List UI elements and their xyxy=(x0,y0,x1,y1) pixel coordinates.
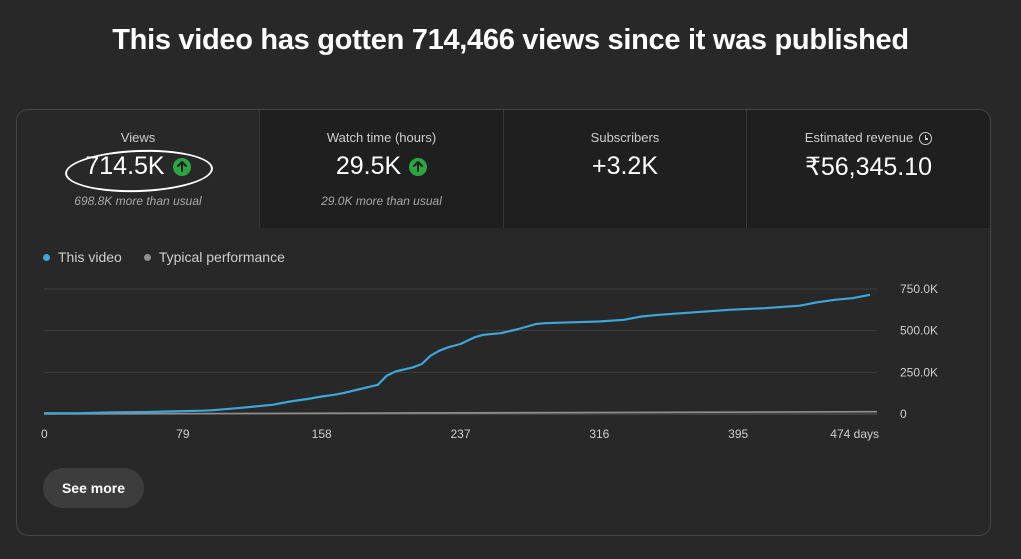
x-tick-label: 395 xyxy=(728,427,748,441)
legend-item-this-video: This video xyxy=(43,249,122,265)
views-line-chart: 0 250.0K 500.0K 750.0K 0 79 158 237 316 395 474 da… xyxy=(41,282,938,441)
page-headline: This video has gotten 714,466 views sinc… xyxy=(112,24,909,56)
metrics-row: Views 714.5K 698.8K more than usual Watc… xyxy=(17,110,990,228)
x-tick-label: 79 xyxy=(176,427,190,441)
metric-label-text: Estimated revenue xyxy=(804,130,914,145)
legend-dot xyxy=(43,253,50,261)
y-tick-label: 0 xyxy=(900,407,907,421)
metric-revenue-tab[interactable]: Estimated revenue ₹56,345.10 xyxy=(747,110,990,228)
metric-value: ₹56,345.10 xyxy=(747,152,990,182)
series-line-typical xyxy=(43,410,878,415)
legend-label: Typical performance xyxy=(158,249,285,265)
metric-subtext: 698.8K more than usual xyxy=(74,194,202,208)
x-tick-label: 158 xyxy=(312,427,332,441)
metric-views-tab[interactable]: Views 714.5K 698.8K more than usual xyxy=(17,110,260,228)
clock-icon xyxy=(919,132,933,145)
arrow-up-icon xyxy=(409,157,428,176)
x-tick-label: 316 xyxy=(589,427,609,441)
metric-subscribers-tab[interactable]: Subscribers +3.2K xyxy=(504,110,747,228)
y-tick-label: 250.0K xyxy=(900,365,938,379)
analytics-card: Views 714.5K 698.8K more than usual Watc… xyxy=(16,109,991,536)
metric-value: 29.5K xyxy=(260,152,503,181)
x-tick-label: 474 days xyxy=(830,427,879,441)
metric-value-text: 714.5K xyxy=(85,152,165,180)
y-tick-label: 500.0K xyxy=(900,324,938,338)
metric-subtext: 29.0K more than usual xyxy=(321,194,442,208)
legend-dot xyxy=(143,253,151,261)
legend-label: This video xyxy=(58,249,122,265)
y-tick-label: 750.0K xyxy=(900,282,938,296)
metric-value: 714.5K xyxy=(17,152,259,181)
see-more-button[interactable]: See more xyxy=(43,468,144,508)
metric-label: Views xyxy=(120,130,156,145)
legend-item-typical: Typical performance xyxy=(143,249,285,265)
metric-label: Watch time (hours) xyxy=(326,130,437,145)
metric-value-text: 29.5K xyxy=(335,152,402,180)
metric-watch-time-tab[interactable]: Watch time (hours) 29.5K 29.0K more than… xyxy=(260,110,504,228)
arrow-up-icon xyxy=(172,157,191,176)
metric-value-text: +3.2K xyxy=(591,152,659,180)
chart-legend: This video Typical performance xyxy=(43,249,285,265)
series-line-this-video xyxy=(44,293,871,415)
metric-label: Subscribers xyxy=(590,130,660,145)
x-tick-label: 0 xyxy=(41,427,48,441)
metric-value-text: ₹56,345.10 xyxy=(804,153,933,181)
metric-value: +3.2K xyxy=(504,152,746,181)
metric-label: Estimated revenue xyxy=(747,130,990,145)
x-tick-label: 237 xyxy=(450,427,470,441)
